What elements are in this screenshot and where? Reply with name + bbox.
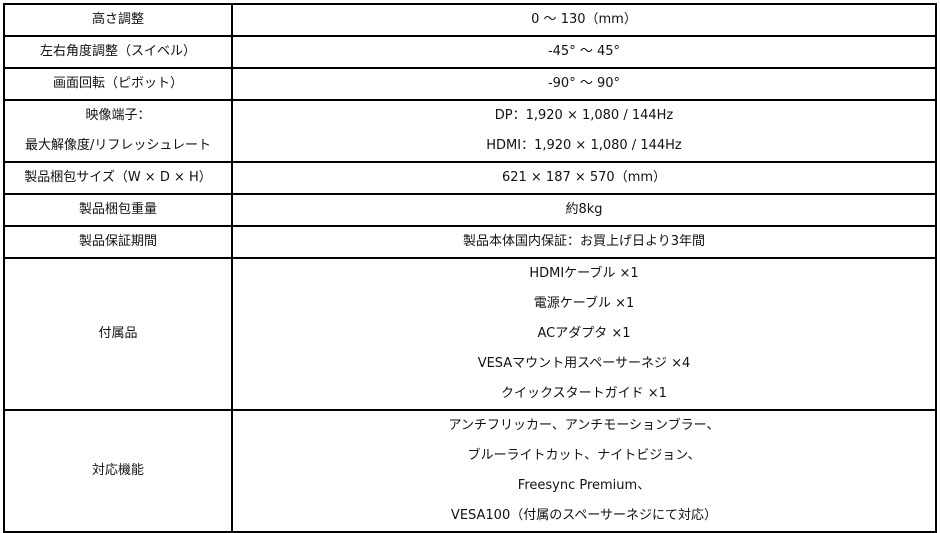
spec-label: 製品梱包サイズ（W × D × H） (24, 170, 212, 185)
spec-label-cell: 製品梱包重量 (3, 193, 233, 227)
spec-value-cell: 0 ～ 130（mm） (231, 3, 937, 37)
spec-label: 対応機能 (91, 463, 144, 478)
spec-table: 高さ調整 0 ～ 130（mm） 左右角度調整（スイベル） -45° ～ 45° 画面回… (3, 3, 937, 533)
spec-value-cell: 621 × 187 × 570（mm） (231, 161, 937, 195)
spec-value: 621 × 187 × 570（mm） (501, 170, 667, 185)
spec-value: DP：1,920 × 1,080 / 144Hz (494, 108, 674, 123)
spec-label: 最大解像度/リフレッシュレート (24, 138, 212, 153)
spec-value: 電源ケーブル ×1 (533, 296, 635, 311)
spec-value-cell: 約8kg (231, 193, 937, 227)
spec-label: 付属品 (98, 326, 138, 341)
spec-row: 付属品 HDMIケーブル ×1 電源ケーブル ×1 ACアダプタ ×1 VESAマウント… (3, 257, 937, 411)
spec-value: ブルーライトカット、ナイトビジョン、 (467, 448, 701, 463)
spec-row: 画面回転（ピボット） -90° ～ 90° (3, 67, 937, 101)
spec-value-cell: HDMIケーブル ×1 電源ケーブル ×1 ACアダプタ ×1 VESAマウント用スペ… (231, 257, 937, 411)
spec-label: 画面回転（ピボット） (52, 76, 183, 91)
spec-label: 製品保証期間 (78, 234, 157, 249)
spec-value: HDMIケーブル ×1 (529, 266, 639, 281)
spec-value-cell: -90° ～ 90° (231, 67, 937, 101)
spec-value-cell: 製品本体国内保証：お買上げ日より3年間 (231, 225, 937, 259)
spec-value-cell: -45° ～ 45° (231, 35, 937, 69)
spec-value: 製品本体国内保証：お買上げ日より3年間 (462, 234, 705, 249)
spec-value: ACアダプタ ×1 (537, 326, 631, 341)
spec-label-cell: 映像端子： 最大解像度/リフレッシュレート (3, 99, 233, 163)
spec-label-cell: 高さ調整 (3, 3, 233, 37)
spec-value-cell: アンチフリッカー、アンチモーションブラー、 ブルーライトカット、ナイトビジョン、 F… (231, 409, 937, 533)
spec-label-cell: 画面回転（ピボット） (3, 67, 233, 101)
spec-row: 製品梱包重量 約8kg (3, 193, 937, 227)
spec-value: VESAマウント用スペーサーネジ ×4 (477, 356, 691, 371)
spec-value: VESA100（付属のスペーサーネジにて対応） (450, 508, 718, 523)
spec-label: 製品梱包重量 (78, 202, 157, 217)
spec-row: 製品保証期間 製品本体国内保証：お買上げ日より3年間 (3, 225, 937, 259)
spec-value: Freesync Premium、 (517, 478, 651, 493)
spec-label-cell: 製品保証期間 (3, 225, 233, 259)
spec-row: 高さ調整 0 ～ 130（mm） (3, 3, 937, 37)
spec-row: 映像端子： 最大解像度/リフレッシュレート DP：1,920 × 1,080 / 1… (3, 99, 937, 163)
spec-value: HDMI：1,920 × 1,080 / 144Hz (486, 138, 682, 153)
spec-value: アンチフリッカー、アンチモーションブラー、 (448, 418, 720, 433)
spec-label: 高さ調整 (91, 12, 144, 27)
spec-row: 対応機能 アンチフリッカー、アンチモーションブラー、 ブルーライトカット、ナイトビジ… (3, 409, 937, 533)
spec-value: クイックスタートガイド ×1 (501, 386, 667, 401)
spec-value: 約8kg (565, 202, 603, 217)
spec-row: 左右角度調整（スイベル） -45° ～ 45° (3, 35, 937, 69)
spec-row: 製品梱包サイズ（W × D × H） 621 × 187 × 570（mm） (3, 161, 937, 195)
spec-label-cell: 製品梱包サイズ（W × D × H） (3, 161, 233, 195)
spec-label: 左右角度調整（スイベル） (39, 44, 196, 59)
spec-label-cell: 左右角度調整（スイベル） (3, 35, 233, 69)
spec-value: -90° ～ 90° (547, 76, 621, 91)
spec-value: 0 ～ 130（mm） (531, 12, 637, 27)
spec-label-cell: 対応機能 (3, 409, 233, 533)
spec-value: -45° ～ 45° (547, 44, 621, 59)
spec-value-cell: DP：1,920 × 1,080 / 144Hz HDMI：1,920 × 1,0… (231, 99, 937, 163)
spec-label-cell: 付属品 (3, 257, 233, 411)
spec-label: 映像端子： (85, 108, 151, 123)
